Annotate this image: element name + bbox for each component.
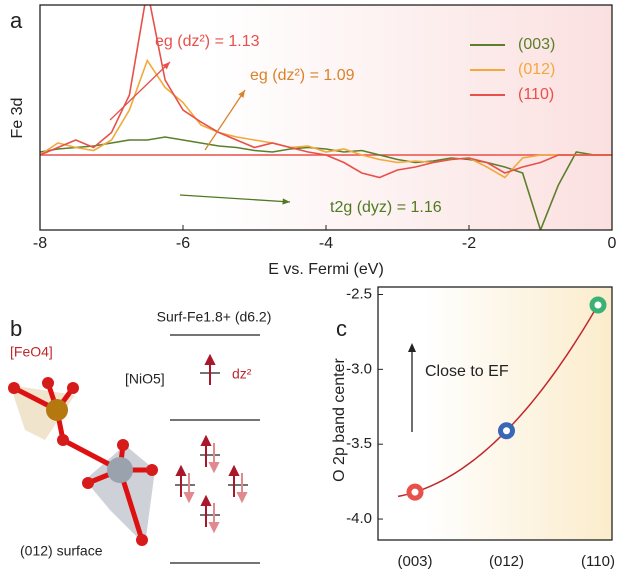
annotation: Close to EF [425,363,509,380]
orbital-label: dz² [232,366,252,382]
x-tick-label: (110) [581,553,615,570]
legend-label: (003) [518,36,555,53]
legend-label: (110) [518,86,554,103]
annotation-arrow [109,61,171,121]
spin-arrows [175,353,248,534]
x-tick-label: -2 [462,235,476,252]
y-tick-label: -2.5 [346,285,372,302]
plot-background [40,5,612,230]
panel-label: b [10,316,22,341]
panel-label: a [10,8,23,33]
y-tick-label: -3.0 [346,360,372,377]
fit-curve [397,304,599,498]
arrow-head [162,62,170,70]
line-series [40,136,612,230]
annotation: eg (dz²) = 1.09 [250,67,355,84]
point [498,422,515,440]
x-tick-label: -6 [176,235,190,252]
point [589,296,607,314]
orbital-diagram [170,334,260,564]
annotation: t2g (dyz) = 1.16 [330,199,442,216]
y-tick-label: -3.5 [346,435,372,452]
annotation-arrow [204,89,246,151]
line-series [40,5,612,179]
arrow-head [238,90,245,98]
orbital-title: Surf-Fe1.8+ (d6.2) [157,309,272,325]
series-group [40,5,612,230]
x-tick-label: -8 [33,235,47,252]
annotation-arrow [179,194,291,203]
x-axis-label: E vs. Fermi (eV) [268,261,384,278]
y-tick-label: -4.0 [346,510,372,527]
x-tick-label: -4 [319,235,333,252]
line-series [40,58,612,179]
structure [8,377,158,546]
annotation: eg (dz²) = 1.13 [155,33,260,50]
x-tick-label: (012) [489,553,524,570]
y-axis-label: O 2p band center [331,358,348,482]
panel-label: c [336,316,347,341]
legend-label: (012) [518,61,555,78]
point [406,483,424,501]
arrow-head [408,343,416,352]
arrow-head [282,198,290,205]
cluster-label: [NiO5] [125,371,165,387]
y-axis-label: Fe 3d [9,98,26,139]
plot-frame [377,286,613,541]
cluster-label: [FeO4] [10,344,53,360]
x-tick-label: (003) [397,553,432,570]
surface-label: (012) surface [20,543,103,559]
x-tick-label: 0 [608,235,617,252]
plot-background [378,287,612,540]
